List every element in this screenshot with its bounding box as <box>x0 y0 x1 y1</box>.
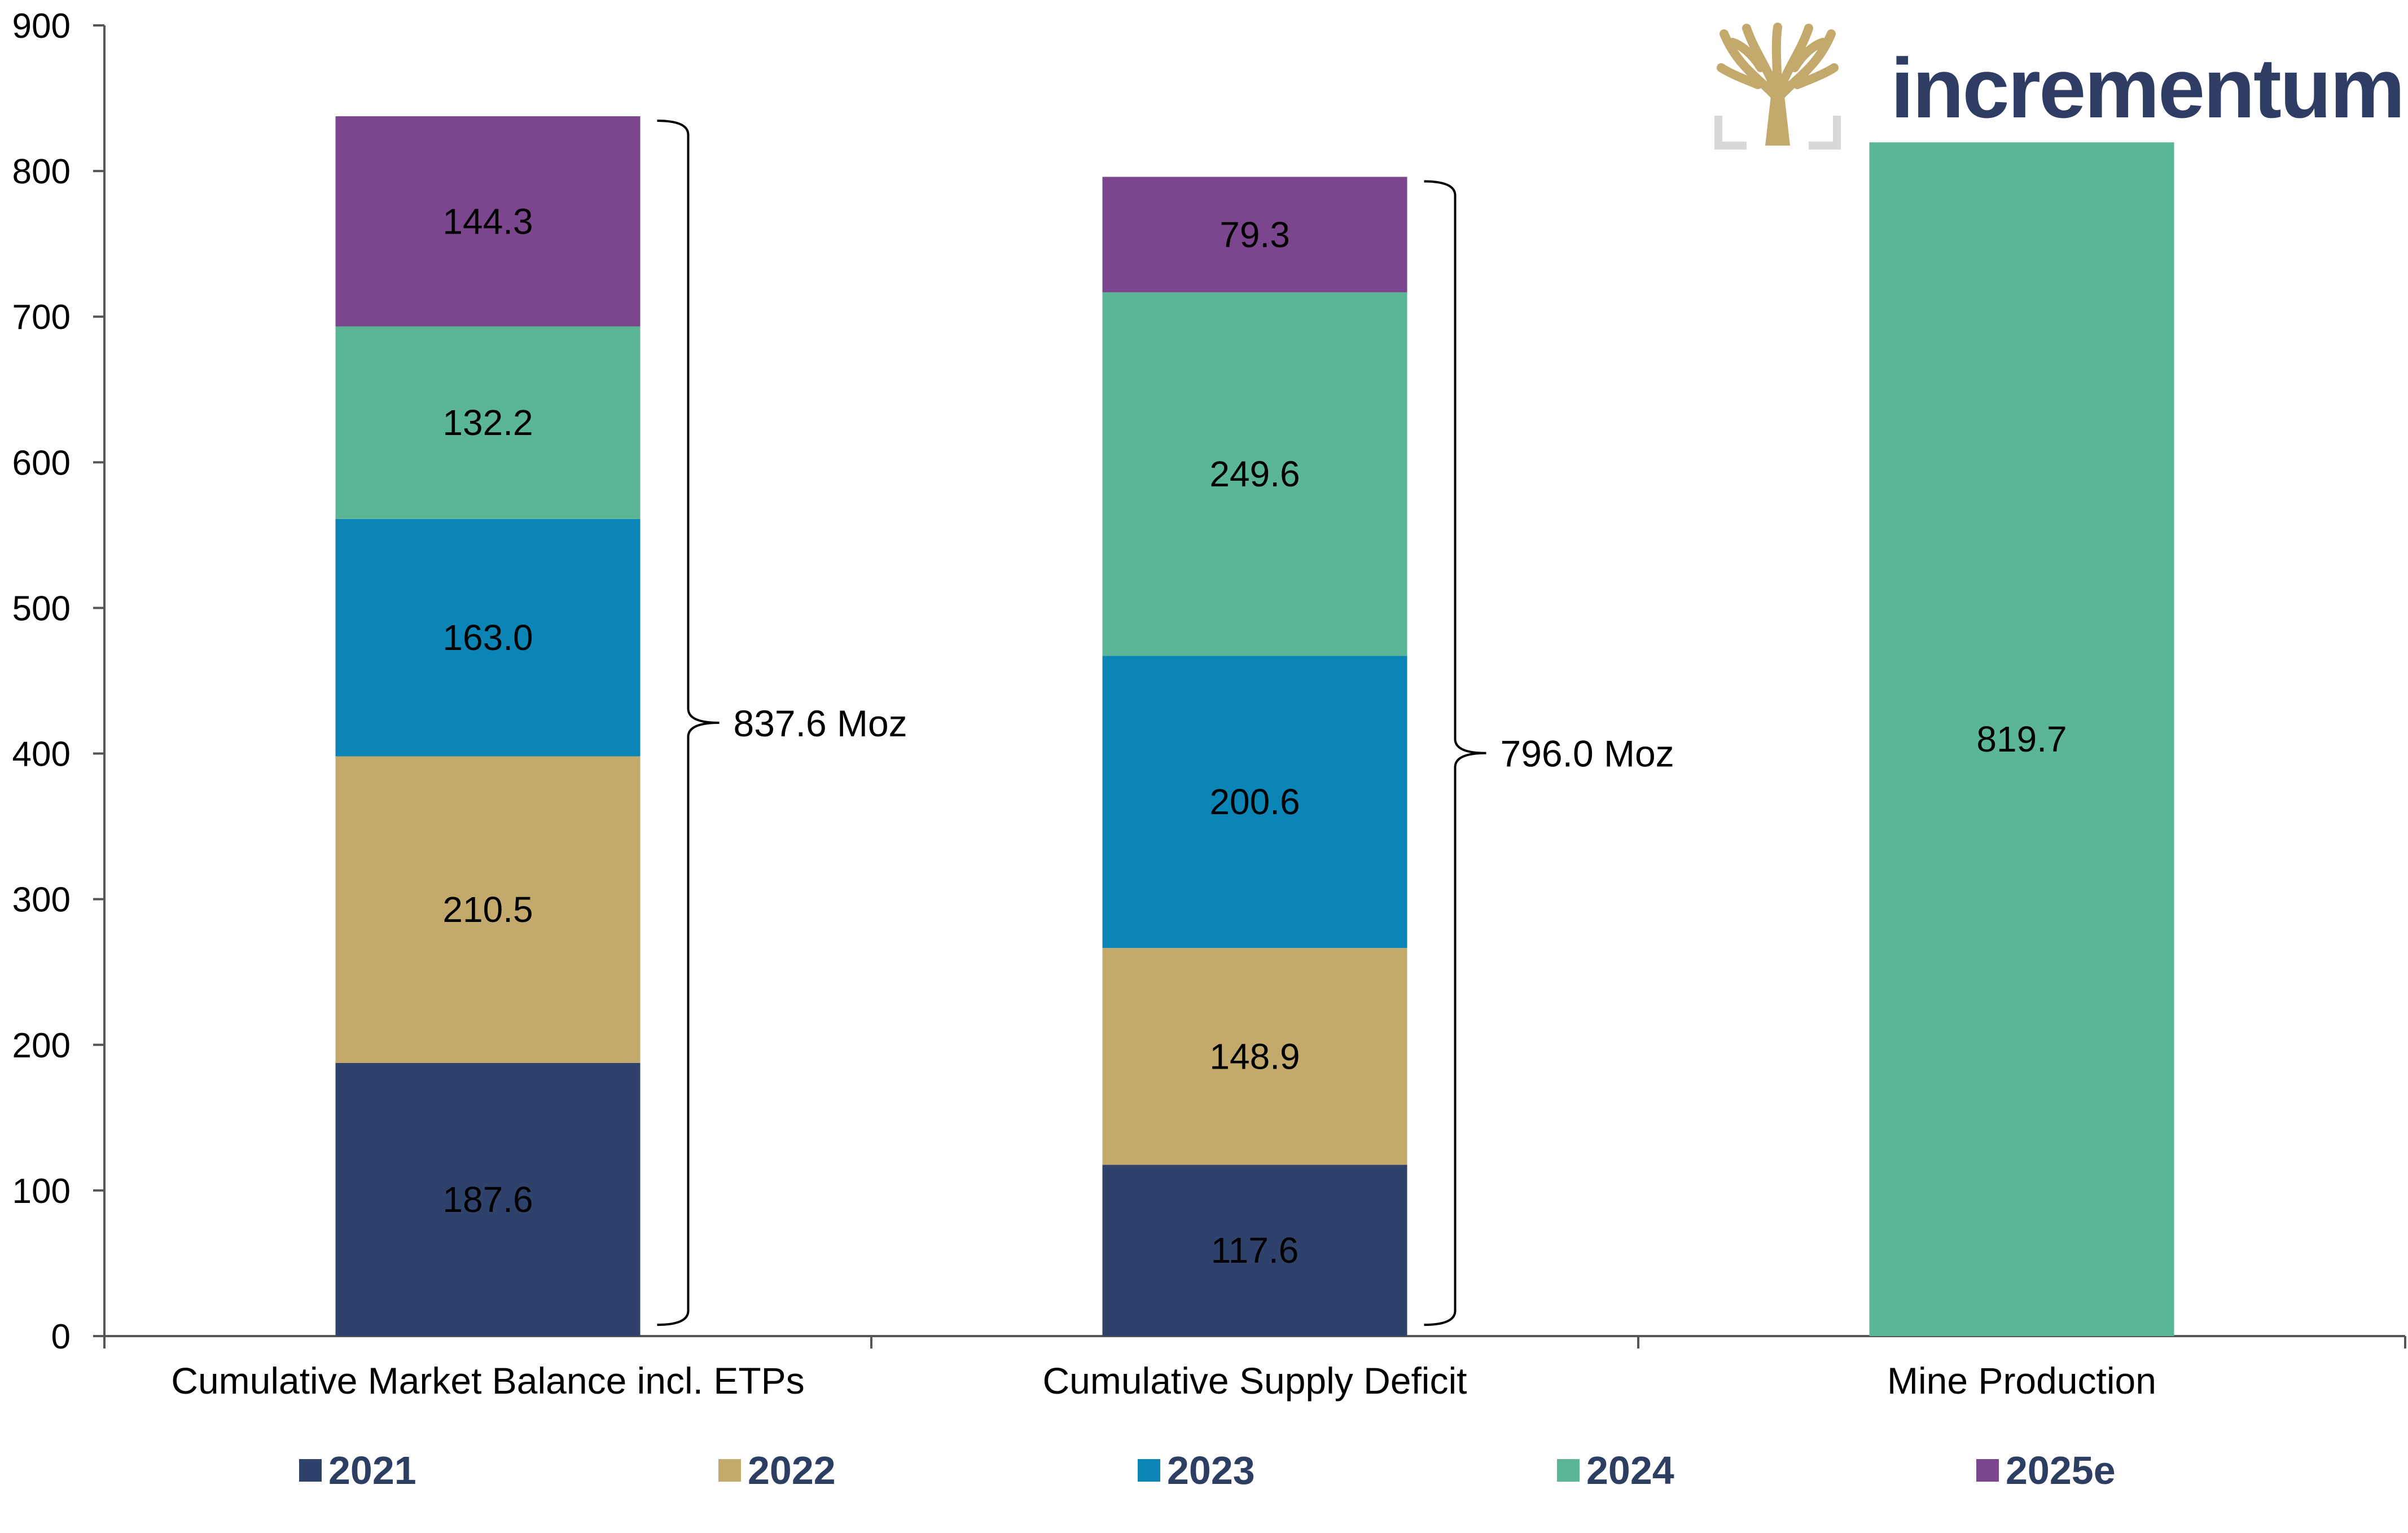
total-label: 796.0 Moz <box>1501 733 1674 775</box>
y-tick-label: 700 <box>12 298 71 337</box>
brand-name: incrementum <box>1891 41 2403 135</box>
legend-swatch <box>1557 1459 1580 1482</box>
legend: 2021 2022 2023 2024 2025e <box>299 1448 2116 1492</box>
total-brace <box>1424 180 1486 1326</box>
data-label: 79.3 <box>1220 214 1290 255</box>
x-category-label: Cumulative Market Balance incl. ETPs <box>171 1360 804 1402</box>
total-label: 837.6 Moz <box>734 702 907 744</box>
bar-segment <box>1102 1165 1407 1336</box>
y-tick-label: 500 <box>12 589 71 628</box>
bar-segment <box>1102 656 1407 948</box>
legend-label: 2024 <box>1586 1448 1674 1492</box>
bar-segment <box>1102 177 1407 293</box>
legend-swatch <box>718 1459 741 1482</box>
axes: 0 100 200 300 400 500 600 700 800 900 Cumulative M… <box>12 7 2406 1402</box>
legend-swatch <box>299 1459 322 1482</box>
legend-label: 2023 <box>1167 1448 1255 1492</box>
incrementum-logo: incrementum <box>1714 23 2405 150</box>
bar-segment <box>335 1062 641 1336</box>
bar-segment <box>1102 948 1407 1165</box>
y-tick-label: 0 <box>51 1317 71 1356</box>
data-label: 148.9 <box>1209 1036 1300 1077</box>
legend-label: 2025e <box>2006 1448 2116 1492</box>
y-tick-label: 100 <box>12 1172 71 1211</box>
data-label: 132.2 <box>442 402 533 443</box>
y-tick-label: 800 <box>12 152 71 191</box>
data-label: 249.6 <box>1209 454 1300 494</box>
legend-swatch <box>1138 1459 1160 1482</box>
bar-segment <box>1102 292 1407 656</box>
y-tick-label: 300 <box>12 881 71 920</box>
y-tick-label: 400 <box>12 735 71 774</box>
legend-label: 2022 <box>748 1448 836 1492</box>
y-tick-label: 200 <box>12 1026 71 1065</box>
bar-segment <box>335 756 641 1063</box>
bars: 187.6 210.5 163.0 132.2 144.3 117.6 148.9 200.6… <box>335 116 2174 1337</box>
x-category-label: Cumulative Supply Deficit <box>1043 1360 1467 1402</box>
bar-segment <box>335 326 641 519</box>
legend-label: 2021 <box>328 1448 416 1492</box>
y-tick-label: 900 <box>12 7 71 46</box>
data-label: 163.0 <box>442 617 533 658</box>
legend-swatch <box>1976 1459 1999 1482</box>
x-category-label: Mine Production <box>1887 1360 2156 1402</box>
total-brace <box>657 120 720 1326</box>
bar-segment <box>1869 142 2174 1337</box>
data-label: 144.3 <box>442 201 533 241</box>
data-label: 210.5 <box>442 889 533 930</box>
bar-segment <box>335 519 641 757</box>
bar-segment <box>335 116 641 327</box>
y-tick-label: 600 <box>12 443 71 482</box>
data-label: 819.7 <box>1976 719 2067 759</box>
data-label: 117.6 <box>1211 1230 1299 1271</box>
data-label: 187.6 <box>442 1179 533 1220</box>
data-label: 200.6 <box>1209 781 1300 822</box>
tree-icon <box>1714 23 1841 150</box>
total-braces: 837.6 Moz 796.0 Moz <box>657 120 1674 1326</box>
